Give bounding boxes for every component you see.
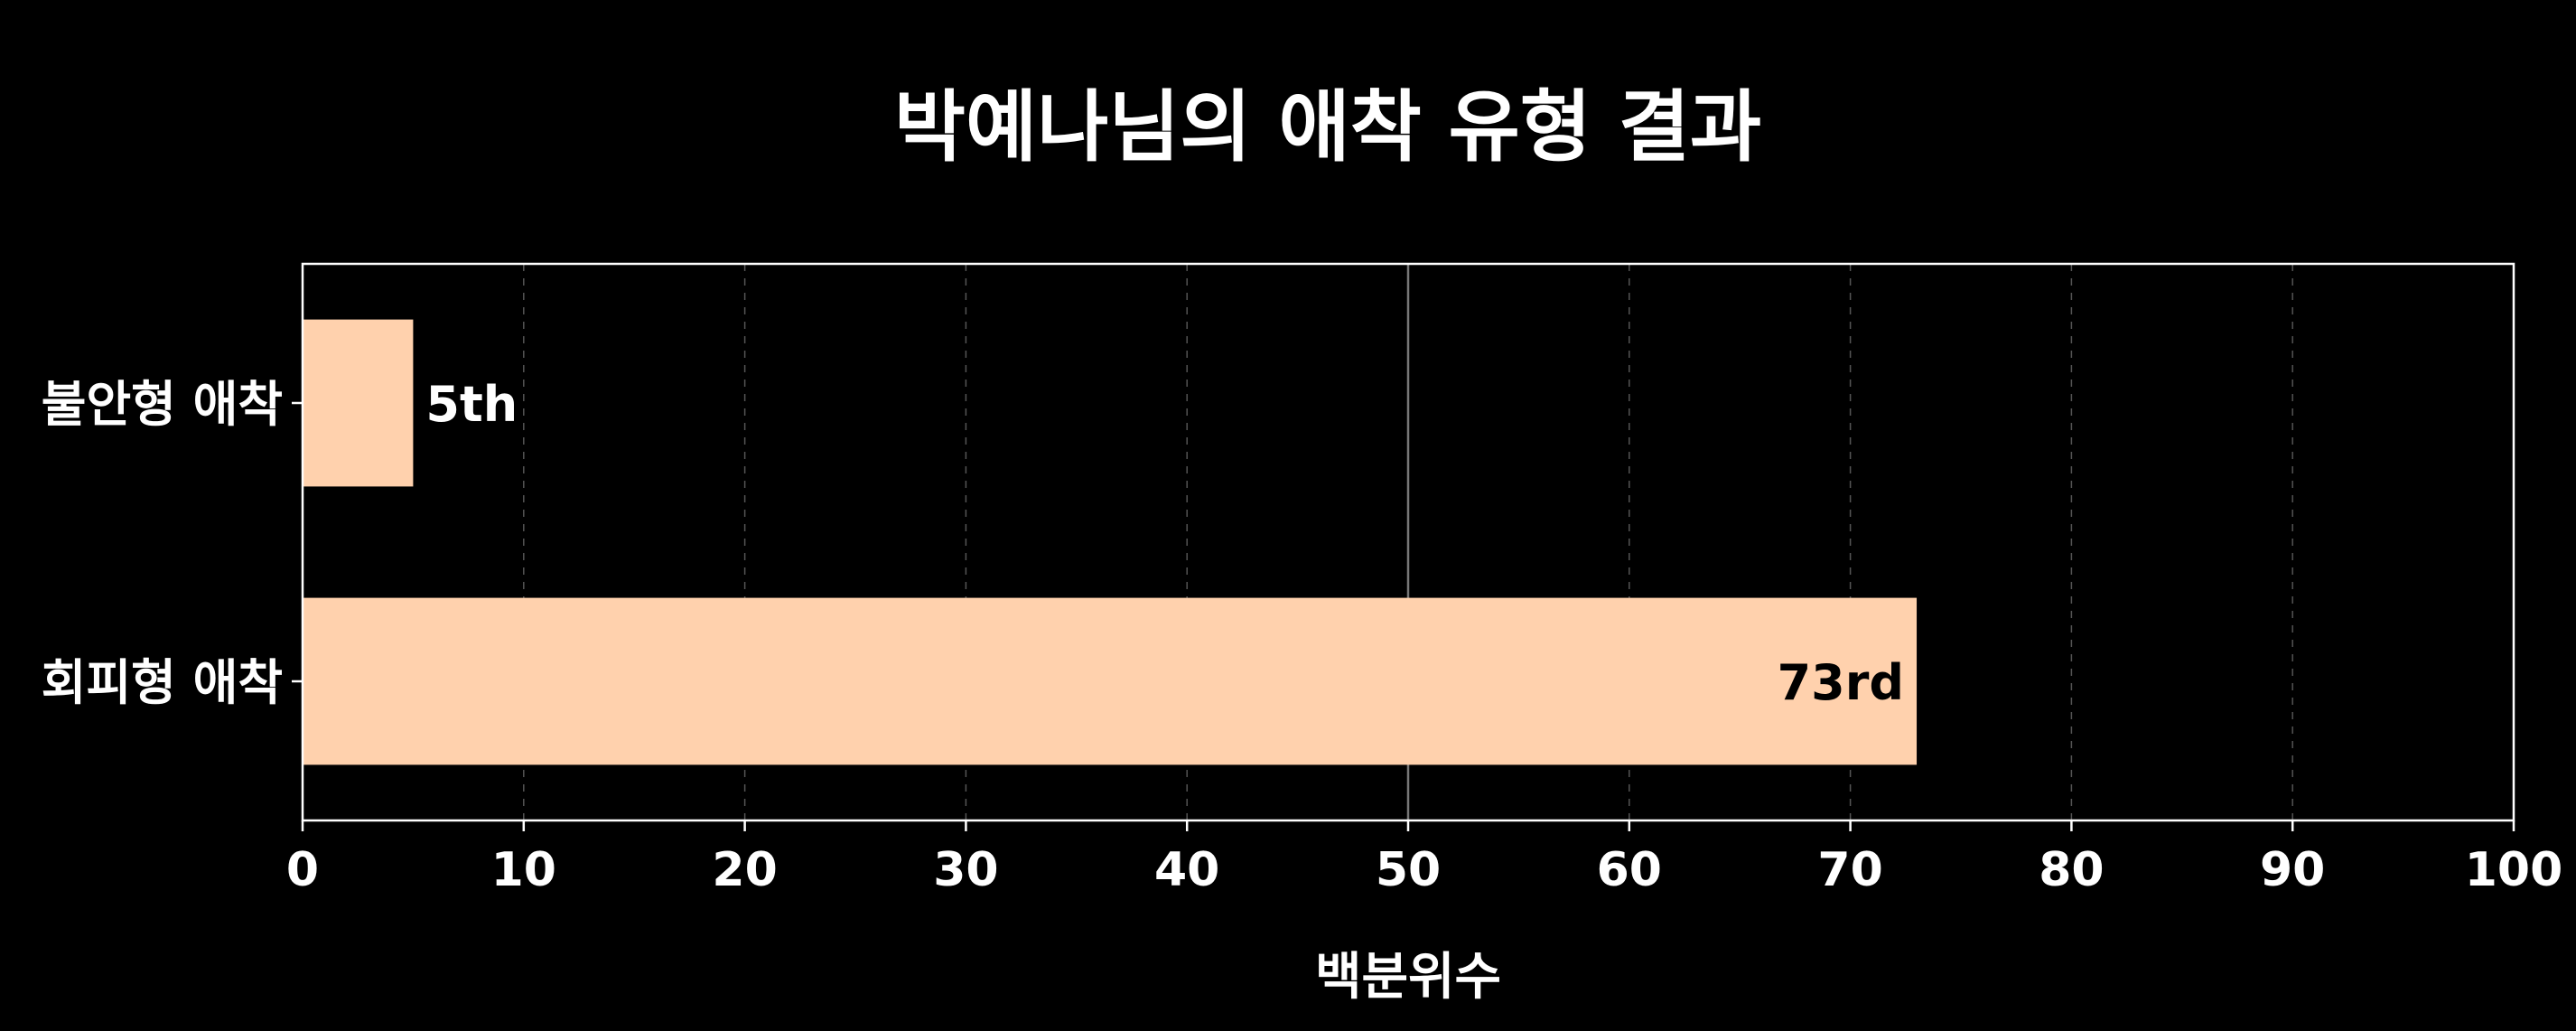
chart-title: 박예나님의 애착 유형 결과	[894, 82, 1761, 173]
x-tick-label-30: 30	[933, 843, 998, 897]
x-tick-label-40: 40	[1154, 843, 1219, 897]
bar-2	[303, 598, 1917, 765]
x-tick-label-60: 60	[1597, 843, 1662, 897]
bar-value-label-2: 73rd	[1778, 654, 1904, 711]
x-axis-label: 백분위수	[1315, 948, 1501, 1007]
x-tick-label-0: 0	[286, 843, 319, 897]
y-tick-label-1: 불안형 애착	[42, 376, 283, 433]
bar-value-label-1: 5th	[425, 376, 518, 433]
x-tick-label-80: 80	[2039, 843, 2104, 897]
y-tick-label-2: 회피형 애착	[42, 654, 283, 711]
x-tick-label-50: 50	[1376, 843, 1441, 897]
bar-1	[303, 320, 413, 487]
x-tick-label-90: 90	[2260, 843, 2325, 897]
x-tick-label-20: 20	[712, 843, 777, 897]
x-tick-label-10: 10	[491, 843, 556, 897]
x-tick-label-100: 100	[2465, 843, 2563, 897]
x-tick-label-70: 70	[1817, 843, 1882, 897]
